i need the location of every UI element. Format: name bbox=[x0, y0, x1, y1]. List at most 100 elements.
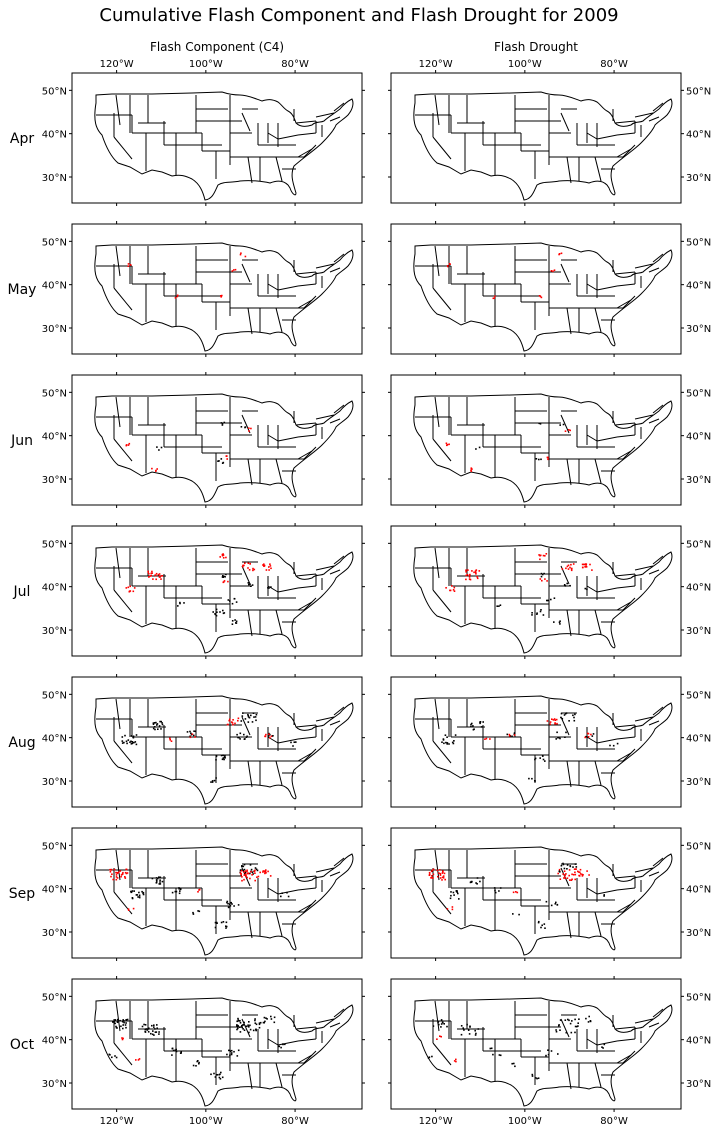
new-event-pixel bbox=[568, 429, 570, 431]
cumulative-event-pixel bbox=[152, 1030, 154, 1032]
new-event-pixel bbox=[485, 737, 488, 740]
new-event-pixel bbox=[588, 874, 590, 876]
cumulative-event-pixel bbox=[131, 897, 134, 900]
state-border bbox=[247, 307, 253, 335]
new-event-pixel bbox=[470, 467, 473, 469]
cumulative-event-pixel bbox=[427, 1057, 430, 1059]
cumulative-event-pixel bbox=[242, 869, 244, 872]
cumulative-event-pixel bbox=[446, 736, 448, 738]
cumulative-event-pixel bbox=[539, 610, 542, 613]
cumulative-event-pixel bbox=[178, 892, 181, 895]
cumulative-event-pixel bbox=[251, 584, 254, 586]
lat-tick-label: 50°N bbox=[42, 237, 67, 248]
new-event-pixel bbox=[546, 580, 548, 582]
cumulative-event-pixel bbox=[239, 1026, 241, 1028]
us-outline bbox=[94, 997, 354, 1107]
state-border bbox=[614, 120, 636, 124]
state-border bbox=[634, 414, 654, 420]
cumulative-event-pixel bbox=[442, 738, 445, 740]
cumulative-event-pixel bbox=[237, 1024, 239, 1027]
lat-tick-label: 50°N bbox=[42, 388, 67, 399]
state-border bbox=[616, 283, 636, 287]
cumulative-event-pixel bbox=[446, 743, 448, 745]
new-event-pixel bbox=[121, 1037, 123, 1039]
cumulative-event-pixel bbox=[252, 712, 255, 714]
cumulative-event-pixel bbox=[214, 921, 217, 924]
state-border bbox=[241, 112, 251, 132]
new-event-pixel bbox=[241, 879, 243, 882]
cumulative-event-pixel bbox=[117, 1018, 119, 1021]
map-frame bbox=[71, 978, 363, 1110]
new-event-pixel bbox=[246, 869, 248, 872]
cumulative-event-pixel bbox=[248, 1031, 250, 1034]
new-event-pixel bbox=[225, 455, 228, 457]
cumulative-event-pixel bbox=[546, 599, 548, 602]
new-event-pixel bbox=[244, 255, 247, 258]
state-border bbox=[267, 434, 279, 442]
cumulative-event-pixel bbox=[280, 1046, 282, 1049]
cumulative-event-pixel bbox=[571, 1020, 573, 1022]
cumulative-event-pixel bbox=[253, 716, 255, 718]
row-label: May bbox=[8, 282, 37, 298]
new-event-pixel bbox=[127, 586, 130, 589]
state-border bbox=[622, 144, 636, 158]
cumulative-event-pixel bbox=[171, 1054, 173, 1056]
cumulative-event-pixel bbox=[573, 716, 575, 719]
new-event-pixel bbox=[577, 870, 579, 873]
cumulative-event-pixel bbox=[578, 1018, 580, 1020]
new-event-pixel bbox=[539, 558, 541, 561]
state-border bbox=[113, 287, 133, 311]
cumulative-event-pixel bbox=[154, 1028, 156, 1030]
cumulative-event-pixel bbox=[152, 723, 155, 725]
cumulative-event-pixel bbox=[258, 1023, 261, 1026]
cumulative-event-pixel bbox=[428, 1056, 431, 1058]
new-event-pixel bbox=[170, 740, 173, 742]
new-event-pixel bbox=[232, 719, 234, 721]
map-panel-flash-component: 50°N 40°N 30°N bbox=[42, 523, 365, 659]
figure-title: Cumulative Flash Component and Flash Dro… bbox=[99, 5, 618, 26]
state-border bbox=[434, 1000, 440, 1032]
new-event-pixel bbox=[128, 442, 131, 445]
state-border bbox=[560, 716, 570, 736]
cumulative-event-pixel bbox=[479, 880, 481, 883]
map-panel-flash-drought: 50°N 40°N 30°N bbox=[388, 221, 711, 357]
cumulative-event-pixel bbox=[152, 727, 155, 730]
cumulative-event-pixel bbox=[159, 720, 161, 723]
cumulative-event-pixel bbox=[215, 777, 217, 779]
cumulative-event-pixel bbox=[123, 1021, 125, 1024]
cumulative-event-pixel bbox=[236, 1025, 238, 1027]
cumulative-event-pixel bbox=[222, 576, 224, 578]
cumulative-event-pixel bbox=[480, 726, 483, 728]
cumulative-event-pixel bbox=[475, 1032, 477, 1035]
new-event-pixel bbox=[550, 270, 553, 272]
cumulative-event-pixel bbox=[544, 927, 546, 929]
cumulative-event-pixel bbox=[233, 1050, 235, 1053]
new-event-pixel bbox=[161, 575, 163, 577]
cumulative-event-pixel bbox=[452, 891, 455, 894]
new-event-pixel bbox=[124, 877, 127, 879]
new-event-pixel bbox=[571, 878, 573, 881]
new-event-pixel bbox=[109, 871, 112, 873]
state-border bbox=[267, 283, 279, 291]
state-border bbox=[594, 760, 602, 786]
lat-tick-label: 30°N bbox=[42, 475, 67, 486]
new-event-pixel bbox=[553, 718, 556, 720]
cumulative-event-pixel bbox=[237, 1049, 240, 1052]
cumulative-event-pixel bbox=[540, 926, 542, 929]
cumulative-event-pixel bbox=[124, 734, 126, 737]
state-border bbox=[434, 94, 440, 126]
cumulative-event-pixel bbox=[474, 1029, 476, 1032]
new-event-pixel bbox=[124, 871, 127, 874]
cumulative-event-pixel bbox=[222, 612, 225, 615]
column-title-flash-component: Flash Component (C4) bbox=[150, 40, 284, 54]
new-event-pixel bbox=[245, 874, 247, 876]
new-event-pixel bbox=[125, 587, 128, 589]
state-border bbox=[295, 271, 317, 275]
lat-tick-label: 50°N bbox=[686, 690, 711, 701]
cumulative-event-pixel bbox=[554, 903, 557, 905]
cumulative-event-pixel bbox=[193, 730, 195, 732]
new-event-pixel bbox=[581, 563, 584, 566]
cumulative-event-pixel bbox=[240, 426, 243, 428]
cumulative-event-pixel bbox=[158, 449, 160, 451]
cumulative-event-pixel bbox=[158, 883, 161, 885]
